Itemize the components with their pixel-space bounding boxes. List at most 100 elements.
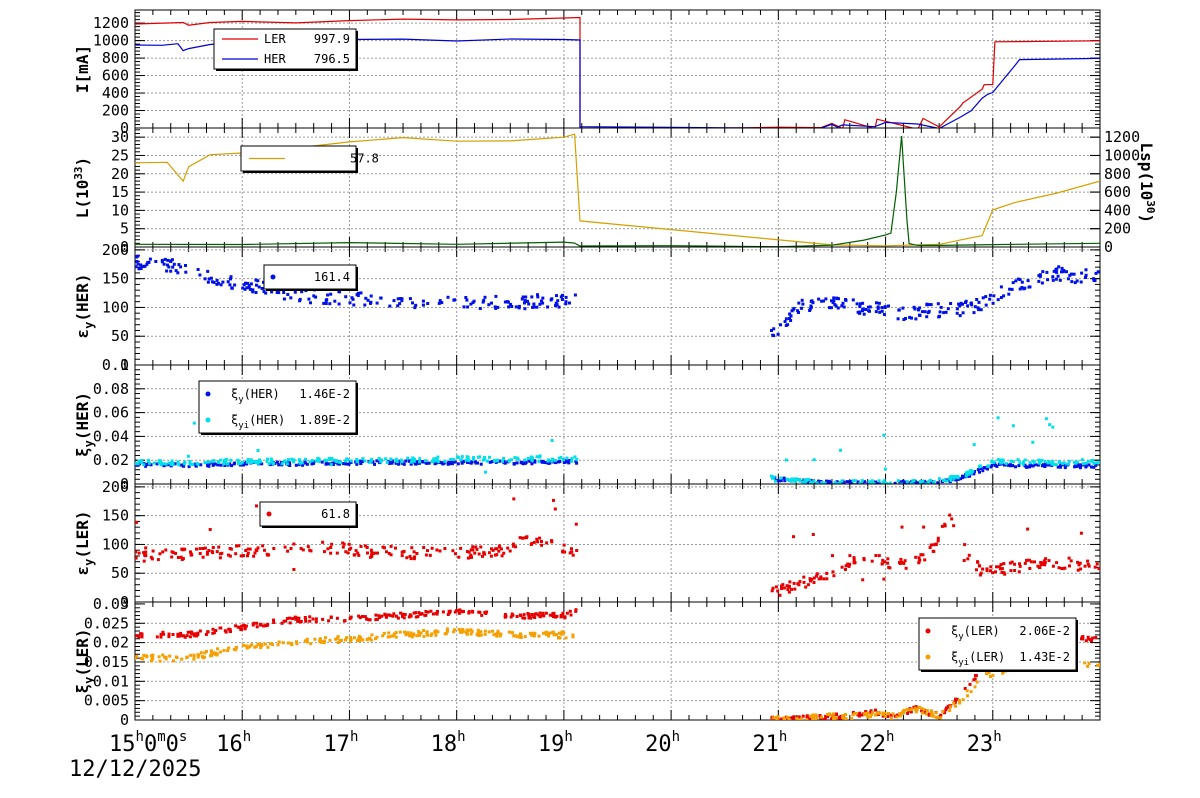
data-point (437, 459, 441, 463)
data-point (182, 464, 186, 468)
data-point (196, 633, 200, 636)
data-point (371, 460, 375, 464)
data-point (329, 292, 333, 296)
data-point (383, 546, 386, 550)
data-point (986, 464, 990, 468)
data-point (881, 712, 885, 716)
data-point (880, 309, 884, 313)
data-point (502, 551, 506, 555)
data-point (361, 457, 365, 461)
data-point (785, 584, 789, 588)
data-point (858, 302, 862, 306)
data-point (903, 708, 907, 712)
data-point (369, 294, 373, 298)
data-point (900, 560, 904, 564)
y2-axis-label: Lsp(1030) (1137, 143, 1157, 224)
data-point (966, 470, 970, 474)
data-point (171, 265, 175, 269)
data-point (521, 295, 525, 299)
data-point (375, 617, 379, 621)
data-point (1097, 460, 1100, 464)
data-point (465, 550, 469, 553)
data-point (917, 705, 921, 709)
data-point (401, 612, 405, 616)
data-point (1047, 460, 1051, 464)
data-point (541, 296, 545, 300)
data-point (326, 462, 330, 466)
data-point (209, 276, 213, 280)
data-point (882, 313, 886, 316)
data-point (887, 304, 890, 308)
data-point (1013, 562, 1017, 566)
data-point (862, 557, 866, 560)
data-point (216, 281, 220, 285)
data-point (413, 457, 416, 461)
y-tick-label: 0.1 (102, 356, 129, 374)
data-point (179, 463, 183, 467)
data-point (820, 299, 824, 303)
data-point (549, 631, 553, 635)
data-point (417, 630, 421, 633)
data-point (240, 628, 244, 631)
data-point (313, 637, 317, 641)
data-point (573, 293, 577, 297)
data-point (349, 636, 353, 639)
data-point (135, 634, 139, 638)
data-point (1056, 274, 1060, 278)
data-point (309, 301, 312, 305)
data-point (786, 588, 790, 592)
data-point (1036, 463, 1040, 467)
data-point (1038, 461, 1042, 465)
data-point (241, 460, 244, 464)
data-point (531, 456, 534, 460)
data-point (203, 546, 207, 550)
data-point (1008, 463, 1012, 467)
data-point (1090, 459, 1093, 463)
data-point (1060, 270, 1063, 274)
data-point (440, 301, 444, 305)
data-point (341, 545, 345, 549)
data-point (293, 290, 297, 294)
data-point (1086, 559, 1090, 563)
data-point (1033, 463, 1037, 467)
y-tick-label: 0.06 (93, 404, 129, 422)
data-point (966, 474, 970, 478)
data-point (135, 520, 139, 524)
data-point (783, 320, 787, 324)
data-point (394, 457, 398, 461)
legend-value: 2.06E-2 (1019, 624, 1070, 638)
data-point (430, 460, 434, 464)
data-point (923, 558, 927, 562)
data-point (254, 460, 258, 464)
data-point (375, 301, 379, 305)
data-point (507, 305, 511, 309)
data-point (824, 714, 828, 718)
data-point (385, 550, 388, 554)
data-point (233, 283, 237, 287)
data-point (347, 542, 351, 546)
data-point (1009, 459, 1013, 463)
data-point (1037, 458, 1041, 462)
data-point (792, 535, 795, 539)
data-point (422, 546, 426, 549)
data-point (237, 544, 241, 548)
data-point (557, 636, 560, 639)
data-point (277, 640, 281, 644)
data-point (246, 554, 249, 558)
data-point (223, 460, 227, 464)
data-point (491, 548, 495, 552)
data-point (530, 295, 534, 299)
data-point (542, 614, 546, 618)
data-point (247, 645, 251, 649)
data-point (888, 481, 892, 484)
data-point (174, 269, 178, 273)
data-point (251, 290, 255, 294)
panel-her_xi: 00.020.040.060.080.1ξy(HER) ξy(HER) 1.46E-… (73, 356, 1101, 493)
data-point (954, 478, 958, 482)
data-point (145, 463, 149, 466)
data-point (976, 468, 980, 472)
data-point (1079, 463, 1083, 467)
data-point (792, 581, 796, 585)
data-point (443, 459, 447, 463)
